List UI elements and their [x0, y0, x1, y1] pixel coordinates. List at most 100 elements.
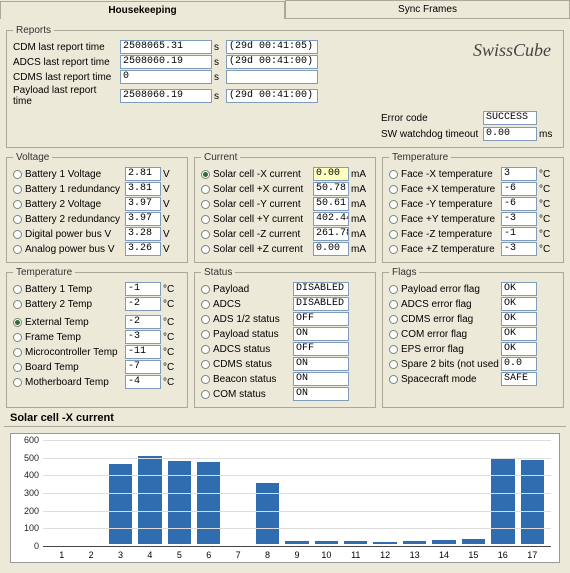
current-radio[interactable]: [201, 215, 210, 224]
tempface-radio[interactable]: [389, 185, 398, 194]
chart-xtick-label: 17: [518, 550, 547, 560]
voltage-radio[interactable]: [13, 230, 22, 239]
tempface-radio[interactable]: [389, 200, 398, 209]
report-time-unit: s: [214, 91, 224, 102]
current-value: 402.44: [313, 212, 349, 226]
tempcomp-value: -2: [125, 315, 161, 329]
current-radio[interactable]: [201, 245, 210, 254]
tempcomp-value: -4: [125, 375, 161, 389]
status-radio[interactable]: [201, 330, 210, 339]
flags-value: OK: [501, 327, 537, 341]
tempface-radio[interactable]: [389, 245, 398, 254]
tempface-value: -1: [501, 227, 537, 241]
tempcomp-radio[interactable]: [13, 348, 22, 357]
voltage-unit: V: [163, 244, 181, 255]
current-radio[interactable]: [201, 170, 210, 179]
current-radio[interactable]: [201, 230, 210, 239]
report-label: Payload last report time: [13, 85, 118, 107]
tempcomp-radio[interactable]: [13, 363, 22, 372]
status-legend: Status: [201, 267, 235, 278]
status-radio[interactable]: [201, 375, 210, 384]
flags-radio[interactable]: [389, 285, 398, 294]
chart-gridline: [43, 511, 551, 512]
tempcomp-unit: °C: [163, 299, 181, 310]
status-radio[interactable]: [201, 285, 210, 294]
chart-gridline: [43, 546, 551, 547]
voltage-label: Battery 1 Voltage: [25, 169, 123, 180]
flags-radio[interactable]: [389, 375, 398, 384]
tempface-radio[interactable]: [389, 230, 398, 239]
flags-value: SAFE: [501, 372, 537, 386]
report-relative-value: (29d 00:41:00): [226, 55, 318, 69]
chart-bar: [197, 462, 220, 544]
current-label: Solar cell -Z current: [213, 229, 311, 240]
tempcomp-unit: °C: [163, 332, 181, 343]
current-unit: mA: [351, 229, 369, 240]
chart-xtick-label: 1: [47, 550, 76, 560]
current-label: Solar cell -X current: [213, 169, 311, 180]
chart-bar: [285, 541, 308, 544]
voltage-radio[interactable]: [13, 170, 22, 179]
flags-radio[interactable]: [389, 300, 398, 309]
current-radio[interactable]: [201, 185, 210, 194]
report-relative-value: [226, 70, 318, 84]
current-unit: mA: [351, 184, 369, 195]
tempface-radio[interactable]: [389, 215, 398, 224]
report-time-unit: s: [214, 72, 224, 83]
tempcomp-unit: °C: [163, 317, 181, 328]
current-radio[interactable]: [201, 200, 210, 209]
tab-syncframes[interactable]: Sync Frames: [285, 0, 570, 18]
tempcomp-radio[interactable]: [13, 333, 22, 342]
watchdog-label: SW watchdog timeout: [381, 129, 481, 140]
status-radio[interactable]: [201, 315, 210, 324]
tempcomp-radio[interactable]: [13, 318, 22, 327]
current-label: Solar cell +X current: [213, 184, 311, 195]
chart-xtick-label: 15: [459, 550, 488, 560]
report-time-value: 2508060.19: [120, 55, 212, 69]
flags-radio[interactable]: [389, 315, 398, 324]
flags-radio[interactable]: [389, 330, 398, 339]
chart-bar: [168, 461, 191, 544]
status-radio[interactable]: [201, 360, 210, 369]
status-group: Status PayloadDISABLEDADCSDISABLEDADS 1/…: [194, 267, 376, 408]
voltage-value: 3.28: [125, 227, 161, 241]
tempface-radio[interactable]: [389, 170, 398, 179]
swisscube-logo: SwissCube: [473, 40, 551, 61]
status-value: DISABLED: [293, 297, 349, 311]
chart-bar: [315, 541, 338, 544]
tempcomp-label: Battery 1 Temp: [25, 284, 123, 295]
voltage-radio[interactable]: [13, 215, 22, 224]
voltage-group: Voltage Battery 1 Voltage2.81VBattery 1 …: [6, 152, 188, 263]
status-radio[interactable]: [201, 390, 210, 399]
reports-grid: CDM last report time2508065.31s(29d 00:4…: [13, 40, 318, 107]
tempcomp-radio[interactable]: [13, 285, 22, 294]
tempface-value: 3: [501, 167, 537, 181]
voltage-label: Battery 2 Voltage: [25, 199, 123, 210]
report-time-unit: s: [214, 57, 224, 68]
tab-housekeeping[interactable]: Housekeeping: [0, 1, 285, 19]
tempcomp-value: -3: [125, 330, 161, 344]
chart-ytick-label: 300: [13, 488, 39, 498]
voltage-unit: V: [163, 229, 181, 240]
error-grid: Error code SUCCESS SW watchdog timeout 0…: [381, 111, 557, 141]
voltage-radio[interactable]: [13, 200, 22, 209]
report-relative-value: (29d 00:41:05): [226, 40, 318, 54]
status-radio[interactable]: [201, 345, 210, 354]
tempcomp-radio[interactable]: [13, 378, 22, 387]
tempface-group: Temperature Face -X temperature3°CFace +…: [382, 152, 564, 263]
current-value: 50.78: [313, 182, 349, 196]
current-unit: mA: [351, 169, 369, 180]
chart-wrap: 1234567891011121314151617 01002003004005…: [4, 426, 566, 569]
tempface-value: -3: [501, 242, 537, 256]
tempcomp-radio[interactable]: [13, 300, 22, 309]
flags-radio[interactable]: [389, 360, 398, 369]
current-value: 0.00: [313, 167, 349, 181]
voltage-radio[interactable]: [13, 185, 22, 194]
flags-label: Payload error flag: [401, 284, 499, 295]
tempcomp-group: Temperature Battery 1 Temp-1°CBattery 2 …: [6, 267, 188, 408]
voltage-radio[interactable]: [13, 245, 22, 254]
tempcomp-label: Battery 2 Temp: [25, 299, 123, 310]
tempface-unit: °C: [539, 199, 557, 210]
flags-radio[interactable]: [389, 345, 398, 354]
status-radio[interactable]: [201, 300, 210, 309]
